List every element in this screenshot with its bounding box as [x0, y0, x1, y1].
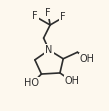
Text: F: F — [60, 12, 66, 22]
Text: F: F — [45, 8, 51, 18]
Text: OH: OH — [65, 76, 80, 86]
Text: F: F — [32, 11, 38, 21]
Text: OH: OH — [80, 54, 95, 64]
Text: N: N — [45, 45, 53, 55]
Text: HO: HO — [24, 78, 39, 88]
